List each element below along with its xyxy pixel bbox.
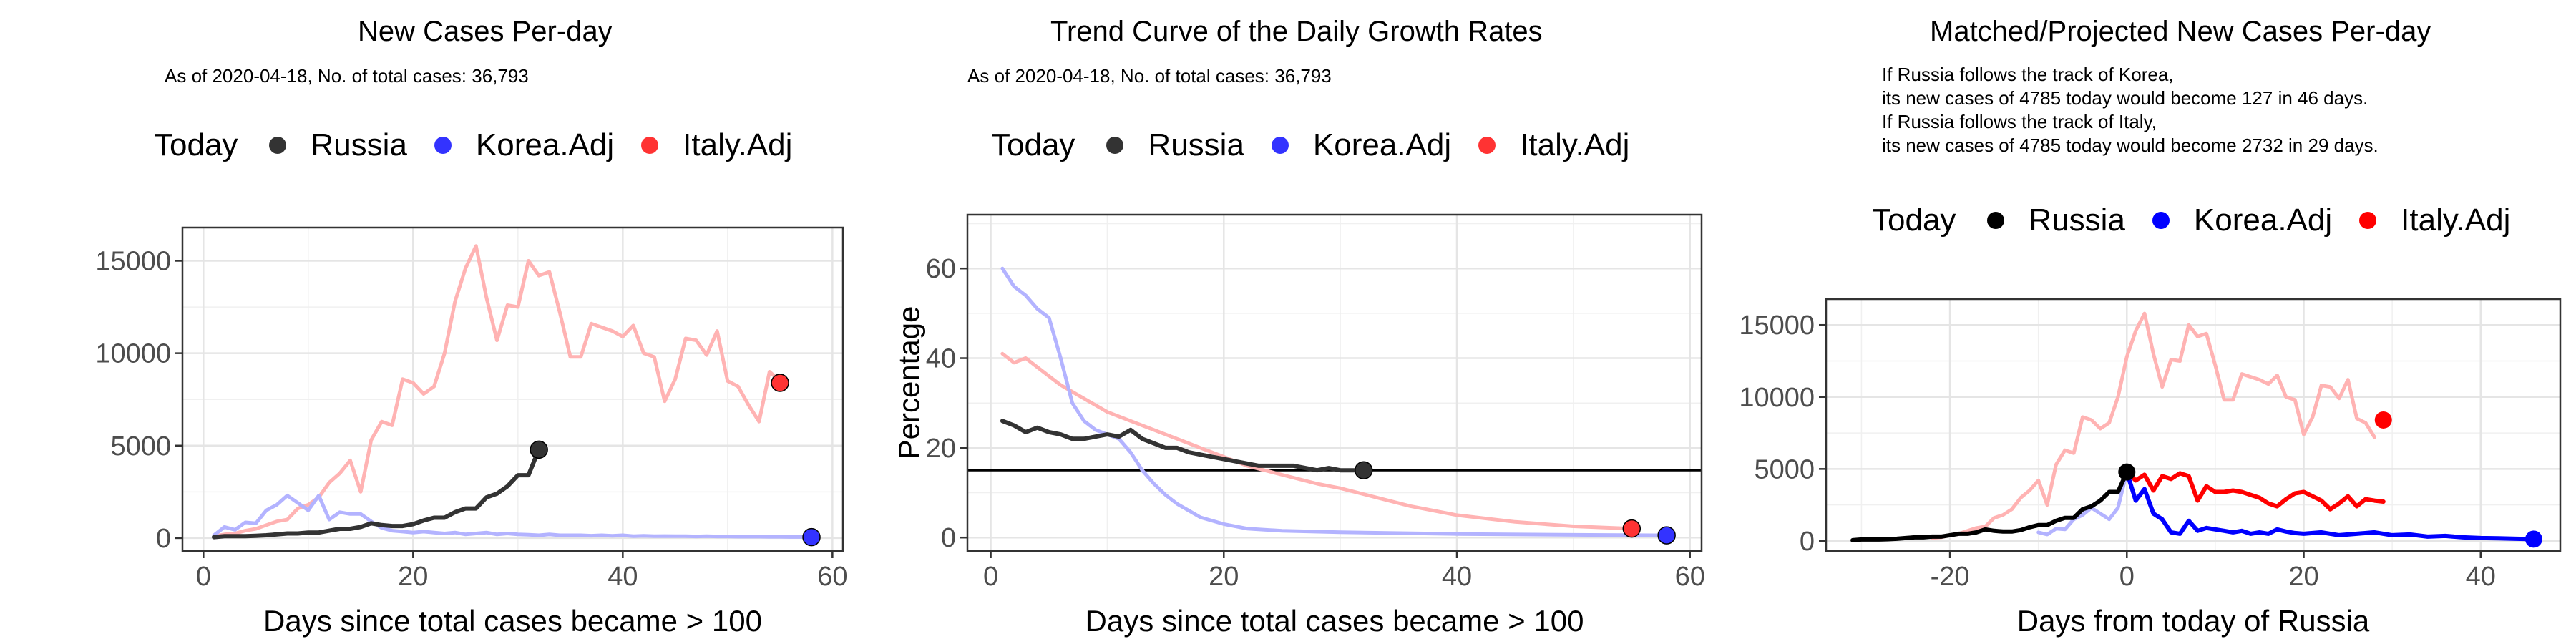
legend-item-korea: Korea.Adj (434, 127, 614, 163)
legend-item-russia: Russia (1106, 127, 1244, 163)
legend-item-russia: Russia (1987, 203, 2125, 238)
series-line-italy-adj-projected (2124, 469, 2386, 512)
legend-label-italy: Italy.Adj (683, 127, 793, 162)
new-cases-plot: 0 20 40 60 0 5000 10000 15000 Days since total c… (95, 226, 847, 638)
x-axis-label: Days since total cases became > 100 (263, 604, 762, 638)
legend-label-italy: Italy.Adj (1520, 127, 1630, 162)
series-line-russia (1000, 419, 1366, 473)
subtitle-line: If Russia follows the track of Italy, (1882, 111, 2157, 132)
legend-dot-russia (1987, 212, 2005, 229)
series-line-italy-adj (1000, 351, 1634, 531)
y-tick-label: 0 (1800, 527, 1815, 557)
x-tick-label: 40 (608, 562, 638, 592)
x-tick-label: 60 (817, 562, 847, 592)
x-tick-label: 0 (983, 562, 998, 592)
y-tick-label: 10000 (95, 339, 171, 369)
x-tick-label: -20 (1931, 562, 1970, 592)
x-tick-label: 20 (1209, 562, 1239, 592)
legend-item-italy: Italy.Adj (1478, 127, 1629, 163)
x-tick-label: 60 (1675, 562, 1705, 592)
x-tick-label: 0 (196, 562, 211, 592)
legend-title: Today (154, 127, 238, 162)
legend-item-italy: Italy.Adj (2359, 203, 2510, 238)
legend-label-russia: Russia (311, 127, 407, 162)
today-point-russia (1354, 461, 1373, 479)
y-tick-label: 0 (156, 524, 171, 554)
legend-dot-italy (2359, 212, 2377, 229)
legend-dot-russia (269, 137, 287, 154)
series-line-korea-adj (212, 494, 814, 540)
x-tick-label: 40 (1442, 562, 1472, 592)
chart-title: Matched/Projected New Cases Per-day (1930, 16, 2431, 47)
legend-label-korea: Korea.Adj (1312, 127, 1452, 162)
projected-cases-panel: Matched/Projected New Cases Per-day If R… (1717, 0, 2576, 644)
plot-border (966, 213, 1703, 552)
new-cases-panel: New Cases Per-day As of 2020-04-18, No. … (0, 0, 859, 644)
legend-dot-korea (2152, 212, 2170, 229)
legend-dot-korea (1271, 137, 1289, 154)
today-point-italy-adj (1622, 519, 1641, 538)
y-tick-label: 15000 (95, 246, 171, 276)
y-tick-label: 5000 (110, 431, 171, 462)
legend-label-korea: Korea.Adj (2193, 203, 2333, 238)
legend-dot-russia (1106, 137, 1124, 154)
subtitle-line: its new cases of 4785 today would become… (1882, 87, 2368, 109)
legend-label-russia: Russia (1148, 127, 1244, 162)
growth-rate-plot: 0 20 40 60 0 20 40 60 Days since total cases bec… (892, 213, 1705, 638)
legend-item-korea: Korea.Adj (2152, 203, 2332, 238)
legend-dot-korea (434, 137, 452, 154)
x-axis-label: Days since total cases became > 100 (1085, 604, 1584, 638)
subtitle-line: If Russia follows the track of Korea, (1882, 64, 2174, 85)
series-line-korea-adj (1000, 266, 1669, 537)
today-point-korea-adj (802, 527, 821, 547)
legend: Today Russia Korea.Adj Italy.Adj (991, 127, 1657, 163)
series-line-italy-adj (212, 244, 782, 538)
y-tick-label: 5000 (1754, 454, 1815, 484)
legend-label-russia: Russia (2029, 203, 2125, 238)
today-point-russia (2118, 463, 2136, 481)
legend-title: Today (1872, 203, 1956, 238)
legend-item-russia: Russia (269, 127, 407, 163)
x-tick-label: 20 (398, 562, 428, 592)
chart-subtitle: As of 2020-04-18, No. of total cases: 36… (165, 65, 529, 87)
chart-title: Trend Curve of the Daily Growth Rates (1050, 16, 1543, 47)
subtitle-line: its new cases of 4785 today would become… (1882, 135, 2379, 156)
legend: Today Russia Korea.Adj Italy.Adj (1872, 203, 2537, 238)
plot-border (181, 226, 844, 552)
series-line-korea-adj-projected (2124, 469, 2536, 542)
projected-cases-plot: -20 0 20 40 0 5000 10000 15000 Days from today o… (1739, 298, 2562, 638)
x-axis-label: Days from today of Russia (2017, 604, 2370, 638)
chart-subtitle: As of 2020-04-18, No. of total cases: 36… (967, 65, 1332, 87)
series-line-russia (212, 447, 542, 540)
legend-label-korea: Korea.Adj (475, 127, 615, 162)
y-tick-label: 40 (926, 344, 956, 374)
y-tick-label: 20 (926, 434, 956, 464)
legend-dot-italy (1478, 137, 1496, 154)
legend-item-korea: Korea.Adj (1271, 127, 1452, 163)
series-line-korea-adj-history (2036, 470, 2129, 537)
legend-item-italy: Italy.Adj (641, 127, 792, 163)
today-point-italy-adj (771, 374, 789, 392)
y-tick-label: 60 (926, 254, 956, 284)
plot-border (1825, 298, 2562, 552)
y-tick-label: 15000 (1739, 311, 1815, 341)
x-tick-label: 40 (2466, 562, 2496, 592)
today-point-korea-adj (2524, 530, 2542, 548)
legend-title: Today (991, 127, 1075, 162)
today-point-russia (530, 440, 548, 459)
y-axis-label: Percentage (892, 306, 925, 460)
x-tick-label: 20 (2288, 562, 2318, 592)
legend: Today Russia Korea.Adj Italy.Adj (154, 127, 819, 163)
legend-label-italy: Italy.Adj (2401, 203, 2511, 238)
today-point-korea-adj (1657, 526, 1676, 545)
growth-rate-panel: Trend Curve of the Daily Growth Rates As… (859, 0, 1717, 644)
x-tick-label: 0 (2119, 562, 2135, 592)
chart-title: New Cases Per-day (358, 16, 613, 47)
y-tick-label: 0 (941, 523, 956, 553)
today-point-italy-adj (2374, 411, 2392, 429)
legend-dot-italy (641, 137, 659, 154)
y-tick-label: 10000 (1739, 383, 1815, 413)
series-line-russia (1850, 469, 2129, 542)
series-line-italy-adj-history (1930, 311, 2376, 540)
